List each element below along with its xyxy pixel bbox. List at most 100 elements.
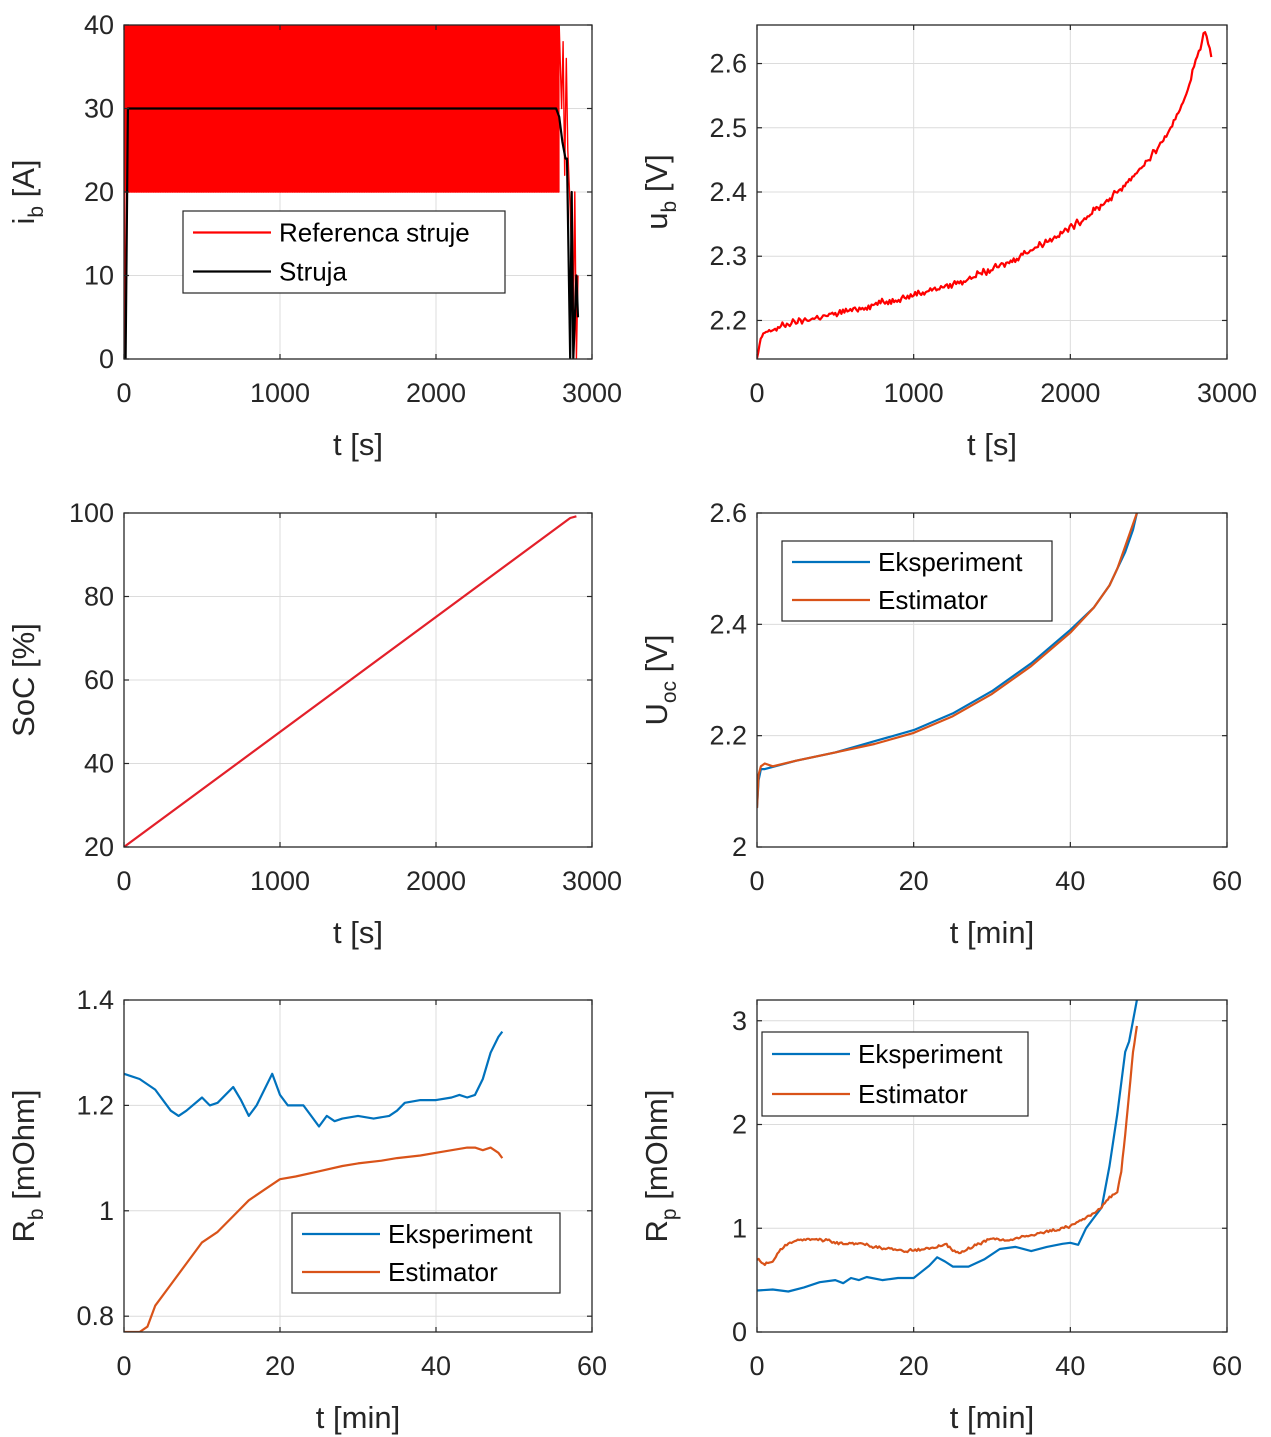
- legend-box: [182, 210, 506, 294]
- x-axis-label: t [s]: [333, 915, 383, 950]
- x-tick-label: 2000: [406, 378, 466, 408]
- y-tick-label: 0: [732, 1317, 747, 1347]
- x-tick-label: 3000: [562, 866, 622, 896]
- x-tick-label: 0: [116, 1351, 131, 1381]
- legend-label: Referenca struje: [279, 218, 470, 248]
- y-tick-label: 100: [69, 498, 114, 528]
- x-axis-label: t [min]: [316, 1400, 400, 1435]
- legend-label: Estimator: [878, 585, 988, 615]
- x-tick-label: 20: [899, 1351, 929, 1381]
- chart-p4: 0 20 40 60 2 2.2 2.4 2.6 t [min] Uoc [V] Eksperime…: [639, 498, 1242, 950]
- series-group: [757, 1000, 1138, 1293]
- x-tick-label: 60: [1212, 1351, 1242, 1381]
- x-tick-label: 40: [1055, 866, 1085, 896]
- x-tick-label: 40: [1055, 1351, 1085, 1381]
- y-tick-label: 3: [732, 1006, 747, 1036]
- y-axis-label: Rp [mOhm]: [639, 1090, 681, 1243]
- series-line-estimator: [124, 1146, 504, 1332]
- x-tick-label: 0: [749, 1351, 764, 1381]
- x-tick-label: 20: [899, 866, 929, 896]
- y-tick-label: 2.4: [709, 609, 747, 639]
- legend: Eksperiment Estimator: [761, 1031, 1029, 1117]
- legend-label: Eksperiment: [858, 1039, 1003, 1069]
- series-line-1: [124, 515, 577, 847]
- x-tick-label: 2000: [1040, 378, 1100, 408]
- x-axis-label: t [min]: [950, 1400, 1034, 1435]
- x-tick-label: 2000: [406, 866, 466, 896]
- series-group: [124, 1030, 504, 1332]
- y-tick-label: 20: [84, 832, 114, 862]
- y-axis-label: Uoc [V]: [639, 634, 681, 725]
- series-line-estimator: [757, 1025, 1138, 1267]
- series-group: [124, 25, 580, 359]
- x-tick-label: 60: [577, 1351, 607, 1381]
- legend: Eksperiment Estimator: [291, 1212, 561, 1294]
- y-tick-label: 2: [732, 1110, 747, 1140]
- legend: Eksperiment Estimator: [781, 540, 1053, 622]
- x-tick-label: 1000: [884, 378, 944, 408]
- axes-box: [756, 512, 1228, 848]
- x-tick-label: 1000: [250, 378, 310, 408]
- x-tick-label: 20: [265, 1351, 295, 1381]
- x-tick-label: 3000: [1197, 378, 1257, 408]
- y-tick-label: 1: [732, 1213, 747, 1243]
- y-tick-label: 2.4: [709, 177, 747, 207]
- x-tick-label: 3000: [562, 378, 622, 408]
- series-group: [124, 515, 577, 847]
- y-tick-label: 2.2: [709, 305, 747, 335]
- legend-label: Struja: [279, 257, 347, 287]
- x-tick-label: 0: [116, 866, 131, 896]
- y-tick-label: 80: [84, 582, 114, 612]
- series-line-eksperiment: [757, 1000, 1138, 1293]
- y-tick-label: 2.5: [709, 113, 747, 143]
- chart-p6: 0 20 40 60 0 1 2 3 t [min] Rp [mOhm] Eksperiment Es…: [639, 999, 1242, 1435]
- y-axis-label: SoC [%]: [6, 623, 41, 737]
- legend-label: Eksperiment: [388, 1219, 533, 1249]
- y-tick-label: 2.6: [709, 49, 747, 79]
- legend-label: Estimator: [388, 1257, 498, 1287]
- y-tick-label: 2.6: [709, 498, 747, 528]
- y-tick-label: 20: [84, 177, 114, 207]
- chart-p2: 0 1000 2000 3000 2.2 2.3 2.4 2.5 2.6 t [s] ub [V]: [639, 24, 1257, 462]
- series-line-referenca-struje: [124, 25, 579, 359]
- y-tick-label: 2: [732, 832, 747, 862]
- y-tick-label: 40: [84, 749, 114, 779]
- series-line-1: [757, 31, 1213, 359]
- legend-box: [761, 1031, 1029, 1117]
- y-tick-label: 0: [99, 344, 114, 374]
- legend-box: [781, 540, 1053, 622]
- axes-box: [756, 999, 1228, 1333]
- y-tick-label: 10: [84, 261, 114, 291]
- x-axis-label: t [min]: [950, 915, 1034, 950]
- series-group: [757, 31, 1213, 359]
- series-line-eksperiment: [124, 1030, 504, 1128]
- y-tick-label: 30: [84, 94, 114, 124]
- legend-label: Eksperiment: [878, 547, 1023, 577]
- series-group: [757, 513, 1138, 809]
- legend-box: [291, 1212, 561, 1294]
- y-axis-label: Rb [mOhm]: [6, 1090, 48, 1243]
- x-tick-label: 1000: [250, 866, 310, 896]
- x-tick-label: 40: [421, 1351, 451, 1381]
- chart-p1: 0 1000 2000 3000 0 10 20 30 40 t [s] ib [A] Referen…: [6, 10, 622, 462]
- y-axis-label: ub [V]: [639, 154, 681, 229]
- x-axis-label: t [s]: [967, 427, 1017, 462]
- x-tick-label: 0: [749, 378, 764, 408]
- y-tick-label: 40: [84, 10, 114, 40]
- y-tick-label: 0.8: [76, 1301, 114, 1331]
- y-axis-label: ib [A]: [6, 159, 48, 224]
- legend-label: Estimator: [858, 1079, 968, 1109]
- legend: Referenca struje Struja: [182, 210, 506, 294]
- chart-p5: 0 20 40 60 0.8 1 1.2 1.4 t [min] Rb [mOhm] Eksperi…: [6, 985, 607, 1435]
- x-axis-label: t [s]: [333, 427, 383, 462]
- y-tick-label: 1.4: [76, 985, 114, 1015]
- x-tick-label: 0: [116, 378, 131, 408]
- chart-p3: 0 1000 2000 3000 20 40 60 80 100 t [s] SoC [%]: [6, 498, 622, 950]
- y-tick-label: 60: [84, 665, 114, 695]
- x-tick-label: 60: [1212, 866, 1242, 896]
- axes-box: [123, 999, 593, 1333]
- x-tick-label: 0: [749, 866, 764, 896]
- y-tick-label: 1.2: [76, 1090, 114, 1120]
- series-line-estimator: [757, 513, 1138, 809]
